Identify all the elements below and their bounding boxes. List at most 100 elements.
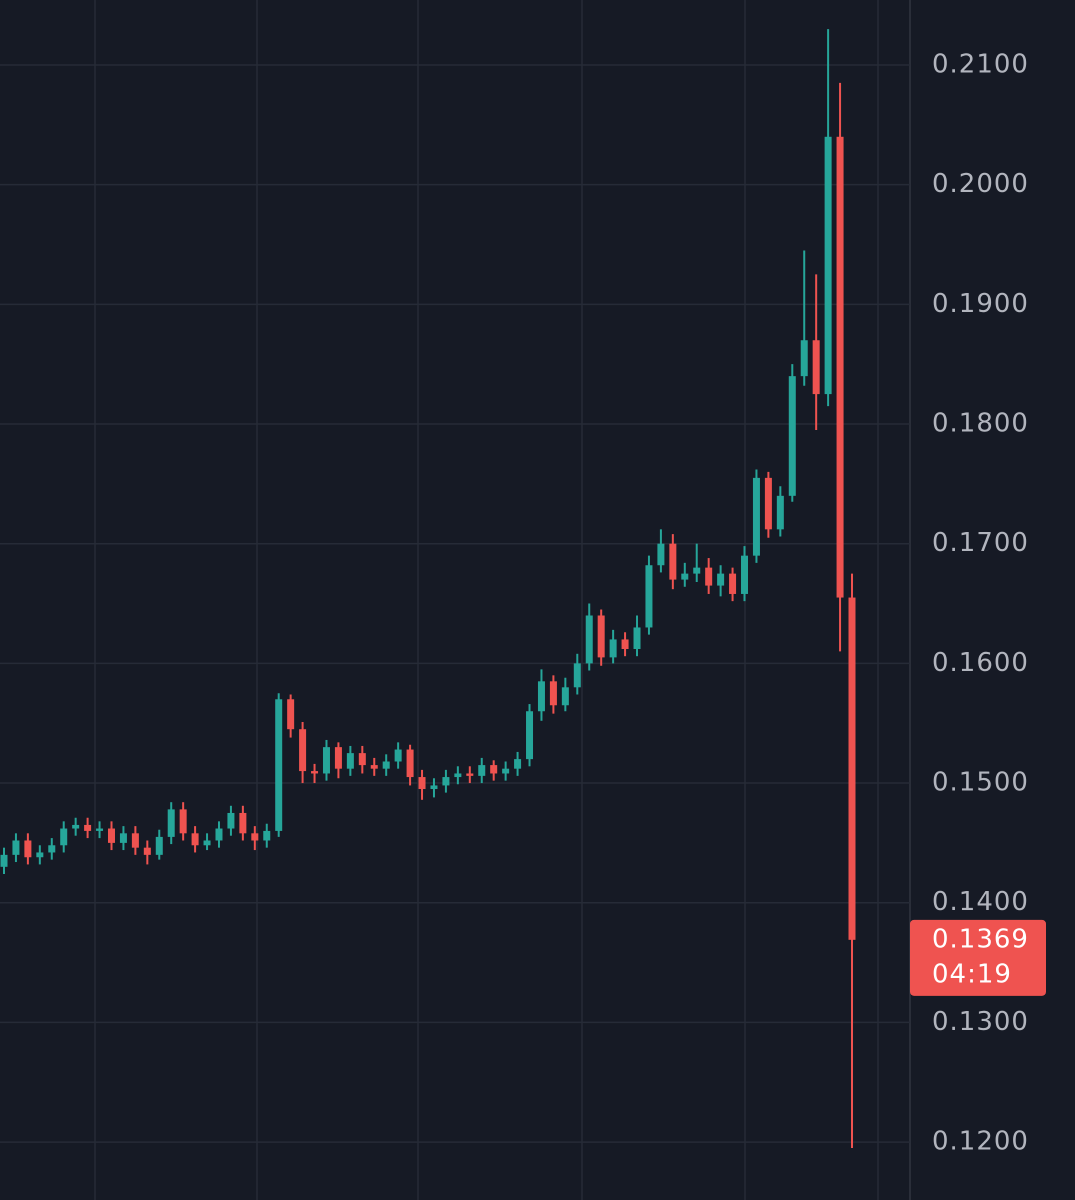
candle	[490, 760, 498, 781]
candle	[800, 250, 808, 386]
candle	[717, 565, 725, 597]
candle	[382, 754, 390, 776]
candle	[442, 769, 450, 793]
candle	[394, 742, 402, 769]
candle	[131, 826, 139, 855]
candle	[526, 704, 534, 767]
candle-body	[179, 809, 187, 834]
candle	[585, 603, 593, 671]
candle-body	[478, 765, 486, 776]
price-label-box	[910, 919, 1046, 996]
candle	[549, 675, 557, 714]
candle-body	[561, 687, 569, 706]
candle	[454, 766, 462, 785]
candle	[609, 629, 617, 664]
candle-body	[466, 773, 474, 776]
candle-body	[573, 663, 581, 688]
candle	[370, 757, 378, 776]
candle	[12, 833, 20, 863]
candle-body	[705, 567, 713, 586]
candle-body	[215, 828, 223, 841]
candle	[729, 567, 737, 602]
candle-body	[526, 711, 534, 760]
y-tick-label: 0.1800	[932, 409, 1029, 439]
candle	[263, 823, 271, 848]
candle	[275, 693, 283, 837]
candle	[502, 761, 510, 781]
candle-body	[669, 543, 677, 580]
candle	[0, 847, 8, 875]
candle	[824, 29, 832, 407]
y-tick-label: 0.2000	[932, 169, 1029, 199]
candle-body	[621, 639, 629, 650]
candle	[848, 573, 856, 1149]
candle	[573, 653, 581, 695]
candle-body	[454, 773, 462, 778]
candle	[418, 769, 426, 800]
candle-body	[275, 699, 283, 831]
y-tick-label: 0.1700	[932, 528, 1029, 558]
candle-body	[824, 136, 832, 395]
candle-body	[609, 639, 617, 658]
candle-body	[645, 565, 653, 628]
candle	[741, 546, 749, 602]
candle-body	[764, 477, 772, 530]
candle-body	[131, 833, 139, 848]
candle-body	[370, 765, 378, 769]
candle-body	[334, 747, 342, 769]
candle-body	[776, 495, 784, 530]
candle-body	[155, 836, 163, 855]
y-tick-label: 0.2100	[932, 49, 1029, 79]
candle-body	[287, 699, 295, 730]
candle	[621, 632, 629, 657]
candle-body	[12, 840, 20, 855]
candle-body	[752, 477, 760, 556]
candle	[203, 833, 211, 851]
candle	[752, 469, 760, 563]
candle	[514, 751, 522, 776]
candle-body	[681, 573, 689, 580]
candle	[657, 529, 665, 573]
candle-body	[549, 681, 557, 706]
candle-body	[741, 555, 749, 594]
candle	[179, 802, 187, 841]
candle	[215, 821, 223, 848]
candle	[466, 766, 474, 784]
candle-body	[60, 828, 68, 846]
y-tick-label: 0.1200	[932, 1127, 1029, 1157]
candle-body	[812, 340, 820, 395]
candle	[561, 677, 569, 712]
candle	[24, 833, 32, 865]
candle	[406, 744, 414, 786]
candle	[251, 826, 259, 851]
candle	[60, 821, 68, 853]
candle	[167, 802, 175, 845]
candle-body	[143, 847, 151, 855]
candle	[693, 543, 701, 582]
candle	[96, 821, 104, 839]
candle	[537, 669, 545, 721]
candle-body	[96, 828, 104, 831]
candle-body	[72, 824, 80, 829]
candle-body	[119, 833, 127, 843]
candle-body	[358, 753, 366, 766]
candle	[119, 826, 127, 851]
candle	[681, 562, 689, 587]
candle-body	[394, 749, 402, 762]
candle-body	[406, 749, 414, 778]
candle	[334, 742, 342, 779]
candle-body	[346, 753, 354, 769]
candle-body	[322, 747, 330, 774]
candle	[776, 486, 784, 537]
candle	[48, 838, 56, 860]
candle-body	[263, 830, 271, 841]
candle	[227, 805, 235, 836]
candle-body	[836, 136, 844, 598]
candle-body	[0, 854, 8, 867]
candle-body	[191, 833, 199, 846]
candle	[311, 763, 319, 784]
candle-body	[418, 777, 426, 790]
candle-body	[107, 828, 115, 843]
